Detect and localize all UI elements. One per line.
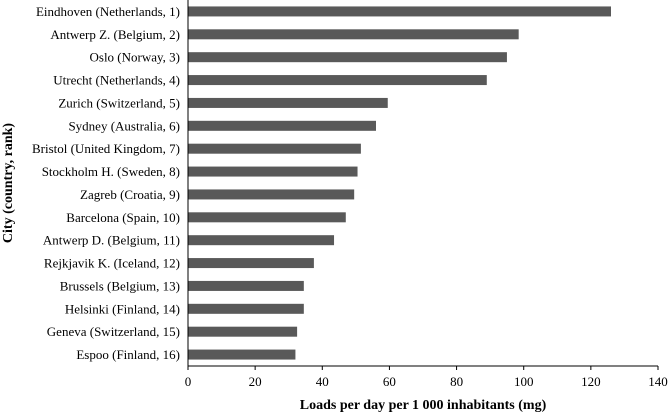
x-tick-label: 140 <box>648 374 668 389</box>
x-tick-label: 20 <box>249 374 262 389</box>
bar <box>188 97 388 108</box>
category-label: Eindhoven (Netherlands, 1) <box>36 4 180 19</box>
category-label: Barcelona (Spain, 10) <box>66 210 180 225</box>
bar <box>188 235 335 246</box>
category-label: Helsinki (Finland, 14) <box>65 301 180 316</box>
bar <box>188 143 361 154</box>
bar <box>188 326 298 337</box>
category-label: Brussels (Belgium, 13) <box>60 278 180 293</box>
x-axis-title: Loads per day per 1 000 inhabitants (mg) <box>300 398 547 413</box>
x-tick-label: 100 <box>514 374 534 389</box>
x-tick-label: 60 <box>383 374 396 389</box>
category-label: Bristol (United Kingdom, 7) <box>32 141 180 156</box>
category-label: Zurich (Switzerland, 5) <box>58 95 180 110</box>
category-label: Stockholm H. (Sweden, 8) <box>42 164 180 179</box>
bar <box>188 258 314 269</box>
bar <box>188 75 487 86</box>
bar <box>188 52 507 63</box>
x-tick-label: 0 <box>185 374 192 389</box>
category-label: Oslo (Norway, 3) <box>90 50 181 65</box>
bar <box>188 212 346 223</box>
bar <box>188 166 358 177</box>
x-tick-label: 120 <box>581 374 601 389</box>
bar <box>188 120 376 131</box>
category-labels: Eindhoven (Netherlands, 1) Antwerp Z. (Be… <box>32 4 180 362</box>
bar <box>188 280 304 291</box>
x-axis-ticks: 0 20 40 60 80 100 120 140 <box>185 366 668 389</box>
bars-layer <box>188 6 611 360</box>
category-label: Espoo (Finland, 16) <box>76 347 180 362</box>
category-label: Antwerp Z. (Belgium, 2) <box>50 27 180 42</box>
category-label: Sydney (Australia, 6) <box>68 118 180 133</box>
x-tick-label: 80 <box>450 374 463 389</box>
category-label: Zagreb (Croatia, 9) <box>80 187 180 202</box>
category-label: Utrecht (Netherlands, 4) <box>53 73 180 88</box>
category-label: Rejkjavik K. (Iceland, 12) <box>44 256 180 271</box>
bar <box>188 29 519 40</box>
bar <box>188 6 611 17</box>
bar <box>188 303 304 314</box>
bar <box>188 349 296 360</box>
category-label: Geneva (Switzerland, 15) <box>47 324 180 339</box>
category-label: Antwerp D. (Belgium, 11) <box>43 233 180 248</box>
y-axis-title: City (country, rank) <box>1 123 16 244</box>
bar <box>188 189 355 200</box>
x-tick-label: 40 <box>316 374 329 389</box>
